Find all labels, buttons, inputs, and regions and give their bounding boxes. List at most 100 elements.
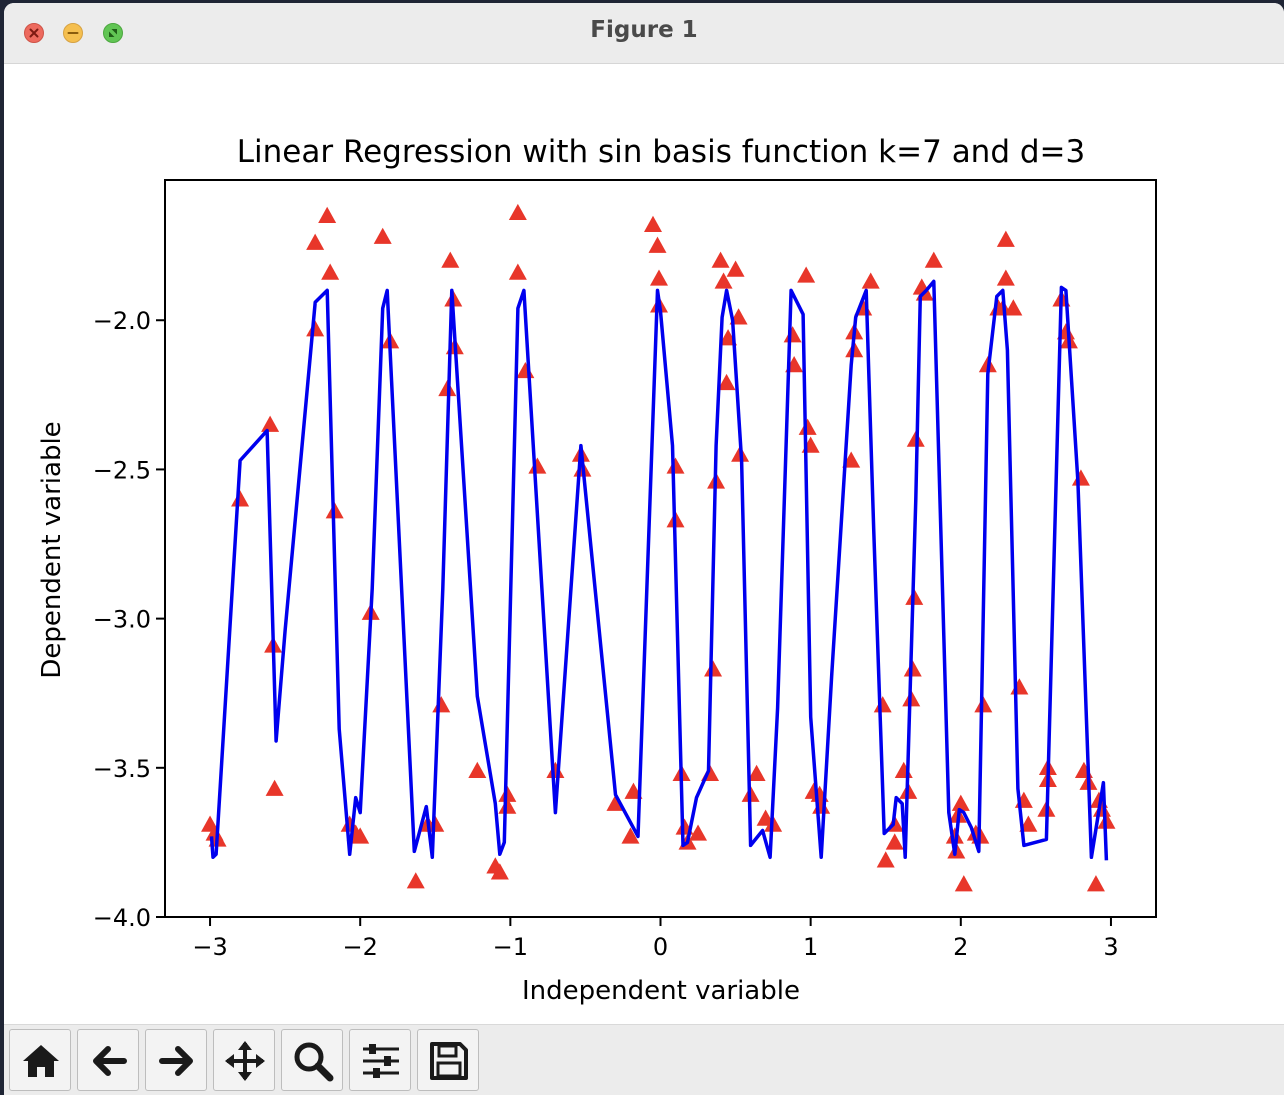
- axes-frame: [164, 179, 1157, 918]
- zoom-button[interactable]: [281, 1029, 343, 1091]
- data-point: [306, 233, 325, 250]
- data-point: [797, 266, 816, 283]
- pan-button[interactable]: [213, 1029, 275, 1091]
- data-point: [714, 272, 733, 289]
- data-point: [1071, 469, 1090, 486]
- data-point: [873, 696, 892, 713]
- data-point: [689, 824, 708, 841]
- data-point: [321, 263, 340, 280]
- data-point: [306, 320, 325, 337]
- data-point: [648, 236, 667, 253]
- data-point: [1010, 678, 1029, 695]
- x-axis: −3 −2 −1 0 1 2 3: [192, 917, 1119, 961]
- data-point: [726, 260, 745, 277]
- data-point: [996, 230, 1015, 247]
- x-axis-label: Independent variable: [522, 976, 800, 1006]
- data-point: [704, 660, 723, 677]
- arrow-left-icon: [93, 1046, 127, 1076]
- x-tick-label: 2: [953, 933, 968, 961]
- data-point: [1019, 815, 1038, 832]
- fullscreen-icon: [109, 29, 117, 37]
- arrow-right-icon: [159, 1046, 193, 1076]
- y-axis: −2.0 −2.5 −3.0 −3.5 −4.0: [93, 307, 165, 932]
- scatter-series: [201, 203, 1116, 892]
- y-tick-label: −2.0: [93, 307, 151, 335]
- data-point: [468, 761, 487, 778]
- forward-button[interactable]: [145, 1029, 207, 1091]
- data-point: [351, 827, 370, 844]
- data-point: [498, 785, 517, 802]
- y-tick-label: −3.0: [93, 606, 151, 634]
- fullscreen-window-button[interactable]: [103, 23, 123, 43]
- data-point: [747, 764, 766, 781]
- sliders-icon: [363, 1044, 399, 1078]
- data-point: [1074, 761, 1093, 778]
- data-point: [954, 875, 973, 892]
- data-point: [894, 761, 913, 778]
- data-point: [318, 206, 337, 224]
- data-point: [546, 761, 565, 778]
- minimize-icon: [67, 32, 79, 34]
- y-tick-label: −2.5: [93, 456, 151, 484]
- data-point: [649, 269, 668, 286]
- title-bar: Figure 1: [4, 3, 1284, 64]
- data-point: [432, 696, 451, 713]
- data-point: [876, 851, 895, 868]
- y-tick-label: −3.5: [93, 755, 151, 783]
- data-point: [717, 373, 736, 391]
- x-tick-label: −1: [493, 933, 528, 961]
- save-button[interactable]: [417, 1029, 479, 1091]
- plot-area: [201, 203, 1116, 892]
- zoom-icon: [294, 1042, 334, 1082]
- x-tick-label: −2: [343, 933, 378, 961]
- navigation-toolbar: [4, 1024, 1284, 1095]
- home-button[interactable]: [9, 1029, 71, 1091]
- data-point: [783, 326, 802, 343]
- floppy-disk-icon: [430, 1042, 468, 1080]
- move-icon: [225, 1041, 265, 1081]
- data-point: [528, 457, 547, 474]
- data-point: [516, 361, 535, 379]
- figure-canvas[interactable]: Linear Regression with sin basis functio…: [4, 64, 1284, 1024]
- x-tick-label: 0: [653, 933, 668, 961]
- data-point: [666, 457, 685, 474]
- chart-title: Linear Regression with sin basis functio…: [237, 134, 1086, 170]
- data-point: [798, 418, 817, 435]
- data-point: [373, 227, 392, 244]
- data-point: [508, 263, 527, 280]
- figure-window: Figure 1 Linear Regression with sin basi…: [4, 3, 1284, 1095]
- data-point: [643, 215, 662, 232]
- data-point: [1086, 875, 1105, 892]
- data-point: [490, 863, 509, 880]
- data-point: [406, 872, 425, 889]
- data-point: [498, 797, 517, 814]
- y-tick-label: −4.0: [93, 904, 151, 932]
- data-point: [441, 251, 460, 268]
- data-point: [265, 779, 284, 796]
- data-point: [606, 794, 625, 811]
- data-point: [261, 415, 280, 432]
- close-icon: [29, 28, 39, 38]
- data-point: [621, 827, 640, 844]
- data-point: [996, 269, 1015, 286]
- chart: Linear Regression with sin basis functio…: [37, 134, 1157, 1006]
- data-point: [711, 251, 730, 268]
- data-point: [945, 827, 964, 844]
- data-point: [924, 251, 943, 268]
- close-window-button[interactable]: [24, 23, 44, 43]
- x-tick-label: 1: [803, 933, 818, 961]
- y-axis-label: Dependent variable: [37, 421, 67, 678]
- minimize-window-button[interactable]: [63, 23, 83, 43]
- x-tick-label: −3: [192, 933, 227, 961]
- configure-subplots-button[interactable]: [349, 1029, 411, 1091]
- home-icon: [23, 1045, 59, 1077]
- data-point: [974, 696, 993, 713]
- x-tick-label: 3: [1103, 933, 1118, 961]
- data-point: [951, 794, 970, 811]
- data-point: [231, 490, 250, 507]
- window-title: Figure 1: [590, 17, 698, 43]
- back-button[interactable]: [77, 1029, 139, 1091]
- regression-line: [209, 279, 1109, 861]
- data-point: [903, 660, 922, 677]
- data-point: [508, 203, 527, 221]
